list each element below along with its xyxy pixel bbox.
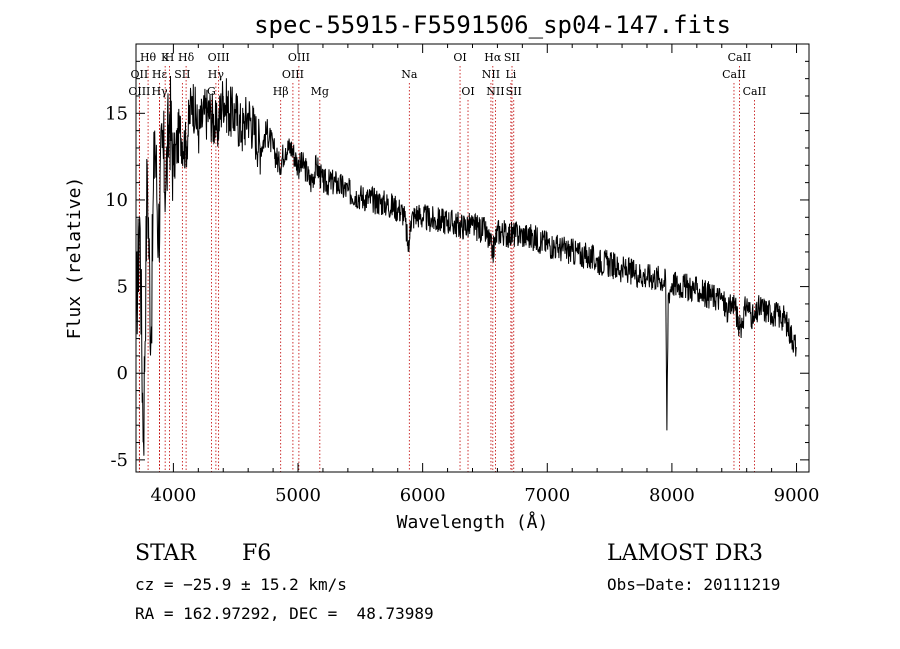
x-tick-label: 8000	[649, 485, 695, 506]
line-marker-label: OIII	[128, 85, 150, 98]
line-marker-label: OIII	[282, 68, 304, 81]
y-tick-label: 0	[117, 363, 128, 384]
line-marker-label: Hδ	[178, 51, 195, 64]
x-axis-label: Wavelength (Å)	[397, 511, 549, 533]
line-marker-label: OIII	[208, 51, 230, 64]
chart-title: spec-55915-F5591506_sp04-147.fits	[254, 11, 731, 39]
line-marker-label: Mg	[311, 85, 329, 98]
object-subclass: F6	[242, 541, 272, 566]
line-marker-label: SII	[174, 68, 190, 81]
line-marker-label: Hγ	[151, 85, 168, 98]
y-tick-label: 15	[105, 103, 128, 124]
line-marker-label: NII	[486, 85, 504, 98]
line-marker-label: OI	[461, 85, 474, 98]
x-tick-label: 9000	[774, 485, 820, 506]
line-marker-label: Li	[505, 68, 516, 81]
x-tick-label: 5000	[275, 485, 321, 506]
redshift-velocity: cz = −25.9 ± 15.2 km/s	[135, 575, 347, 594]
observation-date: Obs−Date: 20111219	[607, 575, 781, 594]
line-marker-label: Hα	[484, 51, 502, 64]
y-tick-label: 10	[105, 190, 128, 211]
object-class: STAR	[135, 541, 196, 566]
line-marker-label: SII	[506, 85, 522, 98]
line-marker-label: OIII	[288, 51, 310, 64]
line-marker-label: Hθ	[140, 51, 157, 64]
line-marker-label: Hε	[152, 68, 168, 81]
line-marker-label: OII	[131, 68, 149, 81]
y-axis-label: Flux (relative)	[64, 177, 85, 340]
line-marker-label: Na	[401, 68, 418, 81]
line-marker-label: CaII	[722, 68, 746, 81]
x-tick-label: 7000	[524, 485, 570, 506]
line-marker-label: Hγ	[208, 68, 225, 81]
x-tick-label: 6000	[400, 485, 446, 506]
line-marker-label: H	[165, 51, 175, 64]
line-marker-label: G	[207, 85, 216, 98]
y-tick-label: 5	[117, 277, 128, 298]
x-tick-label: 4000	[150, 485, 196, 506]
line-marker-label: CaII	[743, 85, 767, 98]
y-tick-label: -5	[110, 450, 128, 471]
line-marker-label: OI	[453, 51, 466, 64]
spectrum-line	[135, 75, 797, 456]
line-marker-label: K	[161, 51, 170, 64]
line-marker-label: SII	[504, 51, 520, 64]
line-marker-label: CaII	[728, 51, 752, 64]
line-marker-label: NII	[482, 68, 500, 81]
coordinates: RA = 162.97292, DEC = 48.73989	[135, 604, 434, 623]
line-marker-label: Hβ	[273, 85, 289, 98]
survey-name: LAMOST DR3	[607, 541, 763, 566]
